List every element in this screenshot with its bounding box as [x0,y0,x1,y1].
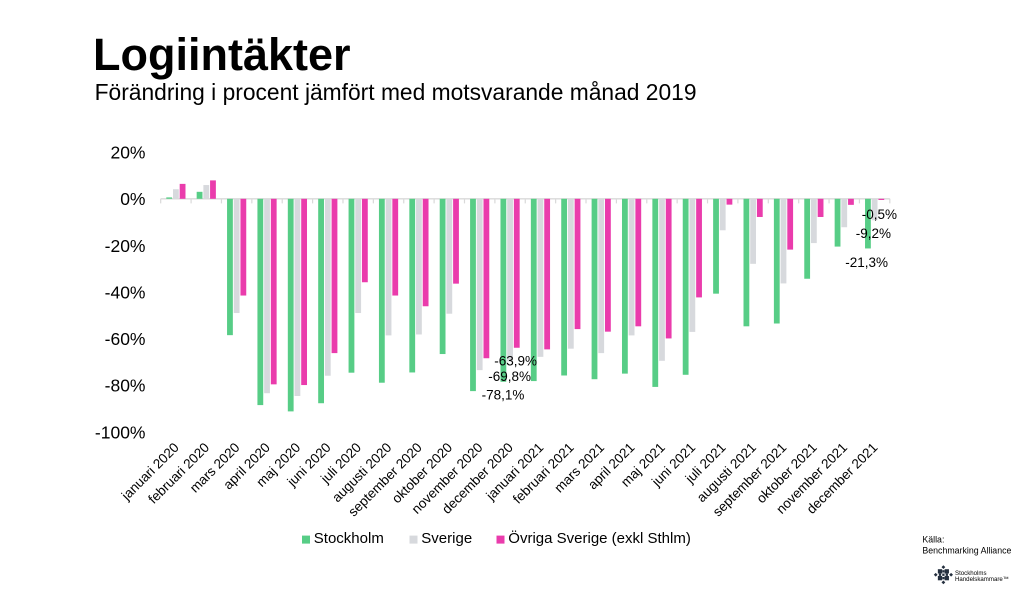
svg-text:-9,2%: -9,2% [856,226,891,241]
svg-text:20%: 20% [110,143,145,163]
svg-text:Stockholms: Stockholms [955,570,987,577]
svg-text:Källa:: Källa: [922,534,944,544]
svg-text:-60%: -60% [105,329,146,349]
svg-text:Sverige: Sverige [421,530,472,547]
svg-text:-20%: -20% [105,236,146,256]
svg-text:-21,3%: -21,3% [845,255,888,270]
svg-text:Förändring i procent jämfört m: Förändring i procent jämfört med motsvar… [95,79,697,105]
svg-text:-63,9%: -63,9% [494,353,537,368]
svg-text:0%: 0% [120,189,145,209]
svg-text:-0,5%: -0,5% [862,207,897,222]
svg-text:-69,8%: -69,8% [488,369,531,384]
svg-text:-78,1%: -78,1% [482,387,525,402]
svg-text:Övriga Sverige (exkl Sthlm): Övriga Sverige (exkl Sthlm) [508,529,691,547]
svg-text:Stockholm: Stockholm [314,530,384,547]
svg-text:Handelskammare™: Handelskammare™ [955,576,1009,583]
svg-text:-100%: -100% [95,422,146,442]
svg-text:Logiintäkter: Logiintäkter [93,29,351,80]
svg-text:Benchmarking Alliance: Benchmarking Alliance [922,545,1011,555]
svg-text:-40%: -40% [105,282,146,302]
svg-text:-80%: -80% [105,376,146,396]
